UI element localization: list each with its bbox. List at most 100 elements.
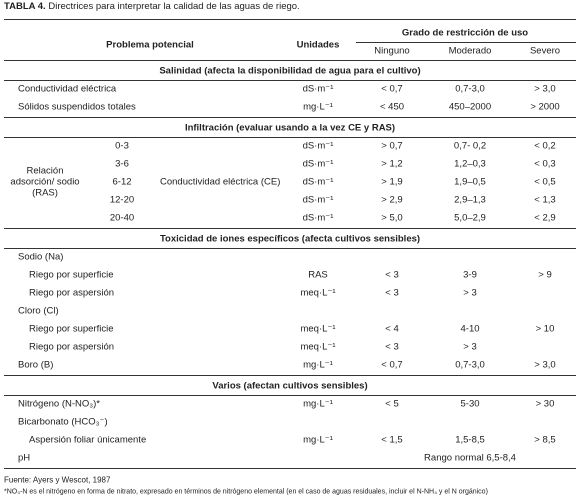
cell-value: > 3 bbox=[463, 287, 477, 299]
row-range: 6-12 bbox=[112, 176, 132, 188]
cell-value: 450–2000 bbox=[448, 101, 492, 113]
cell-value: > 0,7 bbox=[381, 140, 403, 152]
footnote: Fuente: Ayers y Wescot, 1987 bbox=[4, 475, 111, 485]
row-label: pH bbox=[18, 452, 31, 464]
rule bbox=[4, 395, 576, 396]
cell-value: 1,5-8,5 bbox=[455, 434, 485, 446]
row-label: Riego por aspersión bbox=[29, 287, 115, 299]
cell-value: 5,0–2,9 bbox=[454, 212, 486, 224]
cell-value: > 5,0 bbox=[381, 212, 403, 224]
row-label: Riego por superficie bbox=[29, 269, 114, 281]
cell-value: 1,2–0,3 bbox=[454, 158, 486, 170]
rule bbox=[4, 19, 576, 20]
header-level: Moderado bbox=[448, 45, 492, 57]
cell-value: 2,9–1,3 bbox=[454, 194, 486, 206]
section-title: Toxicidad de iones específicos (afecta c… bbox=[159, 233, 421, 245]
rule bbox=[4, 80, 576, 81]
rule bbox=[4, 375, 576, 376]
cell-value: < 0,7 bbox=[381, 359, 403, 371]
row-units: RAS bbox=[308, 269, 328, 281]
cell-value: 3-9 bbox=[463, 269, 477, 281]
row-units: meq·L⁻¹ bbox=[300, 287, 336, 299]
row-units: dS·m⁻¹ bbox=[302, 140, 334, 152]
parameter-label: Conductividad eléctrica (CE) bbox=[160, 176, 281, 188]
row-units: dS·m⁻¹ bbox=[302, 194, 334, 206]
header-level: Severo bbox=[529, 45, 561, 57]
cell-value: > 3,0 bbox=[534, 359, 556, 371]
row-units: mg·L⁻¹ bbox=[303, 101, 333, 113]
row-units: mg·L⁻¹ bbox=[303, 359, 333, 371]
table-title: TABLA 4. Directrices para interpretar la… bbox=[4, 1, 300, 12]
row-range: 20-40 bbox=[109, 212, 135, 224]
row-label: Conductividad eléctrica bbox=[18, 83, 117, 95]
cell-value: < 3 bbox=[385, 269, 399, 281]
cell-value: < 3 bbox=[385, 287, 399, 299]
cell-value: 0,7- 0,2 bbox=[453, 140, 487, 152]
row-range: 12-20 bbox=[109, 194, 135, 206]
cell-value: < 0,2 bbox=[534, 140, 556, 152]
cell-value: < 4 bbox=[385, 323, 399, 335]
section-title: Varios (afectan cultivos sensibles) bbox=[212, 380, 368, 392]
title-label: TABLA 4. bbox=[4, 1, 46, 12]
cell-value: > 1,9 bbox=[381, 176, 403, 188]
row-label: Bicarbonato (HCO₃⁻) bbox=[18, 416, 108, 428]
cell-value: 1,9–0,5 bbox=[454, 176, 486, 188]
row-units: mg·L⁻¹ bbox=[303, 434, 333, 446]
cell-value: > 2,9 bbox=[381, 194, 403, 206]
rule bbox=[4, 117, 576, 118]
row-label: Boro (B) bbox=[18, 359, 54, 371]
cell-value: 5-30 bbox=[460, 398, 480, 410]
cell-value: < 5 bbox=[385, 398, 399, 410]
group-label: Relación adsorción/ sodio (RAS) bbox=[10, 165, 80, 199]
row-label: Sodio (Na) bbox=[18, 251, 64, 263]
cell-value: < 1,5 bbox=[381, 434, 403, 446]
cell-value: < 0,3 bbox=[534, 158, 556, 170]
rule bbox=[4, 60, 576, 61]
cell-value: > 10 bbox=[535, 323, 555, 335]
header-cell: Problema potencial bbox=[106, 39, 194, 51]
section-title: Salinidad (afecta la disponibilidad de a… bbox=[159, 65, 421, 77]
row-units: dS·m⁻¹ bbox=[302, 212, 334, 224]
footnote: *NO₃-N es el nitrógeno en forma de nitra… bbox=[4, 488, 488, 495]
title-text: Directrices para interpretar la calidad … bbox=[48, 1, 300, 12]
row-label: Aspersión foliar únicamente bbox=[29, 434, 147, 446]
rule bbox=[4, 248, 576, 249]
row-label: Riego por superficie bbox=[29, 323, 114, 335]
row-range: 0-3 bbox=[115, 140, 129, 152]
cell-value: < 1,3 bbox=[534, 194, 556, 206]
row-label: Cloro (Cl) bbox=[18, 305, 59, 317]
row-label: Sólidos suspendidos totales bbox=[18, 101, 136, 113]
cell-value: > 3,0 bbox=[534, 83, 556, 95]
cell-value: > 8,5 bbox=[534, 434, 556, 446]
row-units: meq·L⁻¹ bbox=[300, 323, 336, 335]
cell-value: 4-10 bbox=[460, 323, 480, 335]
cell-value: < 3 bbox=[385, 341, 399, 353]
cell-value: > 30 bbox=[535, 398, 555, 410]
cell-value: > 2000 bbox=[530, 101, 560, 113]
cell-value: < 0,5 bbox=[534, 176, 556, 188]
cell-value: > 9 bbox=[538, 269, 552, 281]
header-level: Ninguno bbox=[374, 45, 410, 57]
rule bbox=[4, 468, 576, 469]
row-range: Rango normal 6,5-8,4 bbox=[424, 452, 516, 464]
rule bbox=[356, 42, 576, 43]
row-units: mg·L⁻¹ bbox=[303, 398, 333, 410]
row-units: dS·m⁻¹ bbox=[302, 158, 334, 170]
row-units: dS·m⁻¹ bbox=[302, 83, 334, 95]
cell-value: < 0,7 bbox=[381, 83, 403, 95]
cell-value: 0,7-3,0 bbox=[455, 83, 485, 95]
row-units: dS·m⁻¹ bbox=[302, 176, 334, 188]
header-cell: Unidades bbox=[296, 39, 340, 51]
rule bbox=[4, 228, 576, 229]
row-range: 3-6 bbox=[115, 158, 129, 170]
cell-value: < 450 bbox=[379, 101, 405, 113]
cell-value: 0,7-3,0 bbox=[455, 359, 485, 371]
rule bbox=[4, 137, 576, 138]
row-label: Riego por aspersión bbox=[29, 341, 115, 353]
header-cell: Grado de restricción de uso bbox=[401, 27, 529, 39]
row-label: Nitrógeno (N-NO₃)* bbox=[18, 398, 100, 410]
section-title: Infiltración (evaluar usando a la vez CE… bbox=[184, 122, 396, 134]
row-units: meq·L⁻¹ bbox=[300, 341, 336, 353]
cell-value: > 1,2 bbox=[381, 158, 403, 170]
